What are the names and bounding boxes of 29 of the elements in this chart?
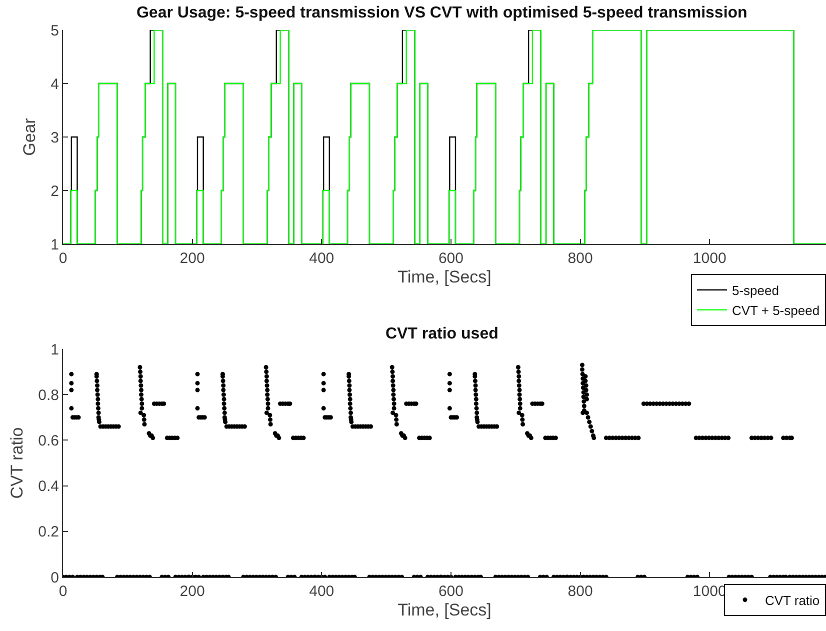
x-tick-label: 800 bbox=[568, 250, 593, 267]
y-tick-label: 4 bbox=[50, 76, 59, 93]
y-tick-label: 2 bbox=[50, 182, 59, 200]
x-tick-label: 600 bbox=[438, 250, 464, 267]
y-axis-title: Gear bbox=[20, 118, 40, 156]
legend-label: 5-speed bbox=[732, 282, 779, 298]
y-tick-label: 0.4 bbox=[38, 478, 59, 496]
x-tick-label: 800 bbox=[568, 583, 593, 600]
x-tick-label: 400 bbox=[309, 250, 334, 267]
y-tick-label: 0.8 bbox=[38, 386, 59, 404]
x-tick-label: 600 bbox=[438, 583, 464, 600]
x-tick-label: 200 bbox=[180, 583, 205, 600]
x-axis-title: Time, [Secs] bbox=[398, 600, 492, 620]
y-tick-label: 5 bbox=[50, 22, 59, 40]
y-tick-label: 3 bbox=[50, 129, 59, 146]
chart-title: Gear Usage: 5-speed transmission VS CVT with optimised 5-speed transmission bbox=[136, 4, 748, 22]
y-tick-label: 1 bbox=[50, 341, 59, 358]
x-axis-title: Time, [Secs] bbox=[398, 267, 492, 286]
legend-label: CVT ratio bbox=[765, 592, 820, 608]
y-tick-label: 0.6 bbox=[38, 432, 59, 450]
x-tick-label: 1000 bbox=[692, 250, 726, 267]
y-axis-title: CVT ratio bbox=[8, 427, 27, 499]
y-tick-label: 0 bbox=[50, 569, 59, 586]
chart-title: CVT ratio used bbox=[385, 326, 498, 343]
x-tick-label: 200 bbox=[180, 250, 205, 267]
y-tick-label: 1 bbox=[50, 236, 59, 254]
legend-label: CVT + 5-speed bbox=[732, 302, 820, 318]
x-tick-label: 400 bbox=[309, 583, 334, 600]
y-tick-label: 0.2 bbox=[38, 524, 59, 541]
